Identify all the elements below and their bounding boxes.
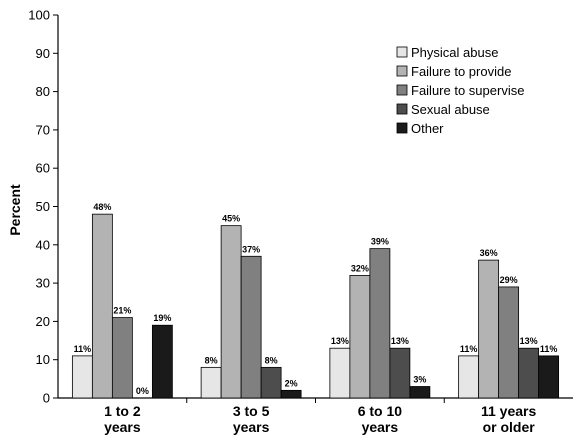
bar: [478, 259, 500, 399]
bar: [240, 255, 262, 399]
x-tick-label: years: [362, 419, 399, 435]
legend-swatch: [396, 122, 408, 134]
bar-value-label: 0%: [136, 386, 149, 396]
bar: [71, 355, 93, 399]
bar-value-label: 11%: [460, 344, 478, 354]
bar-value-label: 36%: [480, 248, 498, 258]
y-tick-label: 40: [36, 237, 50, 252]
legend-swatch: [396, 103, 408, 115]
legend-label: Other: [411, 121, 444, 136]
bar-value-label: 37%: [242, 244, 260, 254]
y-tick-label: 50: [36, 199, 50, 214]
bar: [91, 213, 113, 399]
legend-swatch: [396, 84, 408, 96]
y-tick-label: 10: [36, 352, 50, 367]
bar-value-label: 2%: [285, 378, 298, 388]
bar-value-label: 29%: [500, 275, 518, 285]
x-tick-label: 6 to 10: [358, 403, 403, 419]
bar: [329, 347, 351, 399]
y-tick-label: 70: [36, 122, 50, 137]
legend-swatch: [396, 65, 408, 77]
bar-value-label: 48%: [93, 202, 111, 212]
bar-value-label: 8%: [265, 355, 278, 365]
y-tick-label: 20: [36, 314, 50, 329]
bars: 11% 48% 21% 0% 19% 8% 45% 37% 8% 2% 13% 32% 39% 13% 3%…: [71, 202, 560, 399]
x-tick-label: 11 years: [481, 403, 536, 419]
bar: [280, 389, 302, 399]
bar: [151, 324, 173, 399]
bar: [260, 366, 282, 399]
x-tick-label: years: [233, 419, 270, 435]
y-axis-label: Percent: [7, 184, 23, 236]
bar: [538, 355, 560, 399]
y-tick-label: 100: [28, 8, 50, 23]
bar: [349, 275, 371, 399]
bar-value-label: 11%: [74, 344, 92, 354]
bar: [458, 355, 480, 399]
x-tick-label: 3 to 5: [233, 403, 270, 419]
x-tick-label: or older: [483, 419, 536, 435]
bar-value-label: 13%: [520, 336, 538, 346]
bar-value-label: 8%: [205, 355, 218, 365]
legend-label: Failure to supervise: [411, 83, 524, 98]
bar: [389, 347, 411, 399]
bar-value-label: 21%: [113, 306, 131, 316]
x-tick-label: years: [104, 419, 141, 435]
bar: [111, 317, 133, 399]
bar-value-label: 13%: [391, 336, 409, 346]
y-tick-label: 60: [36, 161, 50, 176]
y-tick-label: 90: [36, 46, 50, 61]
bar: [518, 347, 540, 399]
bar-value-label: 11%: [540, 344, 558, 354]
legend: Physical abuse Failure to provide Failure …: [396, 45, 524, 136]
y-tick-label: 80: [36, 84, 50, 99]
bar: [369, 248, 391, 399]
bar: [498, 286, 520, 399]
y-tick-label: 0: [43, 391, 50, 406]
legend-swatch: [396, 46, 408, 58]
bar-value-label: 39%: [371, 237, 389, 247]
legend-label: Failure to provide: [411, 64, 511, 79]
legend-label: Sexual abuse: [411, 102, 490, 117]
legend-label: Physical abuse: [411, 45, 498, 60]
bar: [409, 386, 431, 399]
x-tick-label: 1 to 2: [104, 403, 141, 419]
bar: [220, 225, 242, 399]
bar-value-label: 13%: [331, 336, 349, 346]
bar-value-label: 19%: [153, 313, 171, 323]
bar: [200, 366, 222, 399]
bar-value-label: 45%: [222, 214, 240, 224]
bar-value-label: 3%: [413, 375, 426, 385]
bar-value-label: 32%: [351, 263, 369, 273]
y-tick-label: 30: [36, 276, 50, 291]
